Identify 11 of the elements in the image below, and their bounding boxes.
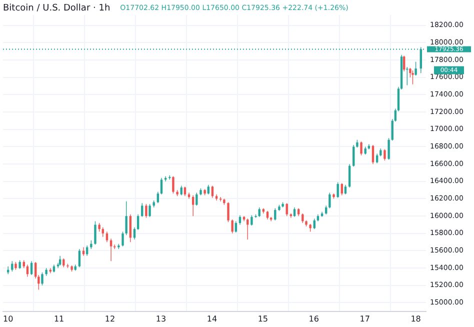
x-tick-label: 11: [54, 314, 64, 324]
x-tick-label: 15: [258, 314, 268, 324]
x-tick-label: 18: [410, 314, 421, 324]
candlestick: [110, 238, 112, 262]
x-tick-label: 10: [2, 314, 14, 324]
chart-title: Bitcoin / U.S. Dollar · 1h: [3, 3, 110, 14]
x-tick-label: 13: [156, 314, 166, 324]
x-tick-label: 14: [206, 314, 218, 324]
x-tick-label: 16: [308, 314, 319, 324]
x-tick-label: 12: [104, 314, 116, 324]
x-tick-label: 17: [360, 314, 370, 324]
